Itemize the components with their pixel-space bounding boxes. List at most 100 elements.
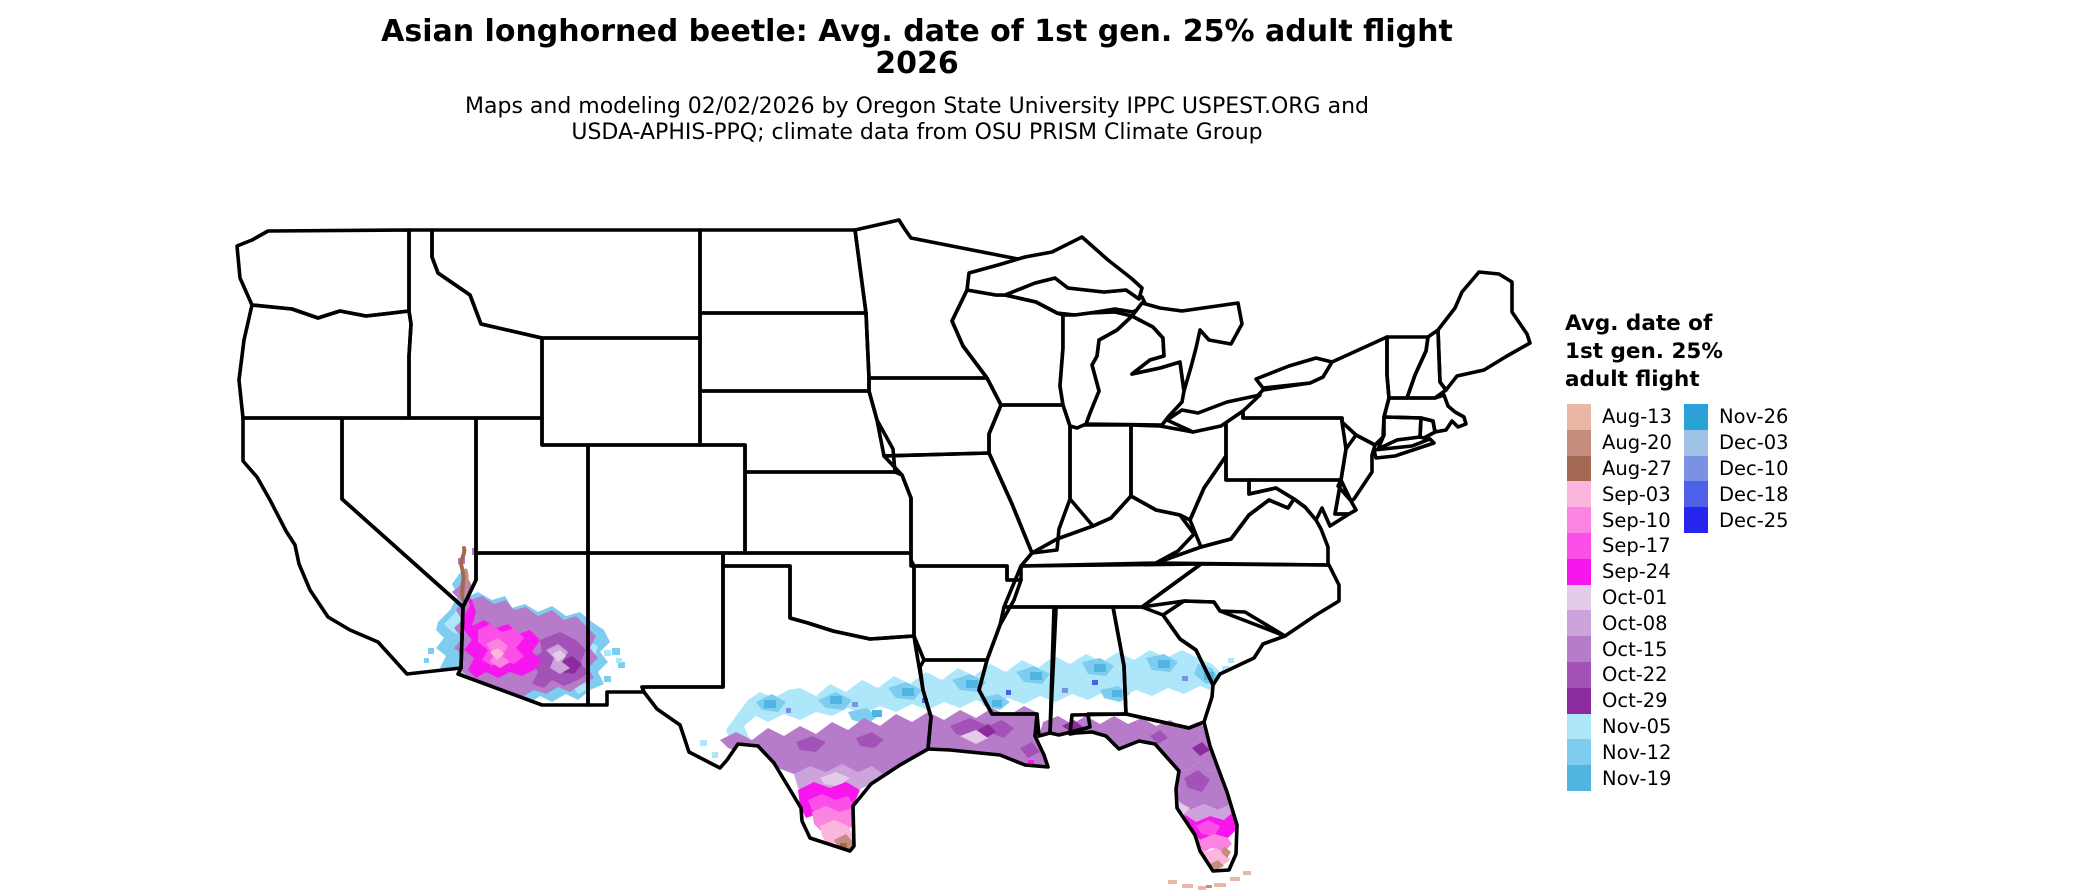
state-oregon bbox=[237, 303, 413, 420]
legend-swatch-dec-03 bbox=[1684, 429, 1708, 456]
legend-swatch-oct-01 bbox=[1567, 584, 1591, 611]
state-colorado bbox=[586, 443, 747, 555]
state-new-jersey bbox=[1336, 433, 1377, 503]
legend-swatch-dec-18 bbox=[1684, 481, 1708, 508]
legend-row: Sep-10 bbox=[1567, 507, 1672, 533]
keys-dash-dark bbox=[1206, 885, 1212, 888]
legend-label: Dec-25 bbox=[1719, 508, 1789, 532]
state-illinois bbox=[987, 403, 1072, 555]
state-vermont bbox=[1385, 335, 1430, 400]
legend-label: Sep-10 bbox=[1602, 508, 1671, 532]
legend-title-line3: adult flight bbox=[1565, 367, 1700, 392]
legend-row: Nov-26 bbox=[1684, 404, 1789, 430]
legend-row: Dec-18 bbox=[1684, 481, 1789, 508]
legend-swatch-oct-22 bbox=[1567, 661, 1591, 688]
overlay-fl-palelavender bbox=[1176, 802, 1190, 814]
legend-label: Oct-15 bbox=[1602, 637, 1668, 661]
overlay-sw-river-tan bbox=[464, 568, 469, 600]
map-subtitle-line2: USDA-APHIS-PPQ; climate data from OSU PR… bbox=[571, 120, 1263, 145]
legend-label: Nov-26 bbox=[1719, 405, 1789, 429]
state-idaho bbox=[407, 228, 544, 420]
legend-label: Nov-12 bbox=[1602, 740, 1672, 764]
legend-row: Sep-24 bbox=[1567, 558, 1672, 585]
legend-row: Sep-17 bbox=[1567, 532, 1672, 559]
legend-label: Oct-08 bbox=[1602, 611, 1668, 635]
legend-swatch-nov-26 bbox=[1684, 404, 1708, 430]
legend-label: Sep-03 bbox=[1602, 482, 1671, 506]
overlay-gulf-blue-specks2 bbox=[922, 680, 1098, 703]
state-massachusetts bbox=[1382, 393, 1468, 434]
legend-label: Nov-05 bbox=[1602, 714, 1672, 738]
legend-swatch-nov-12 bbox=[1567, 739, 1591, 766]
legend-row: Dec-03 bbox=[1684, 429, 1789, 456]
overlay-florida-keys bbox=[1168, 871, 1251, 890]
legend-label: Nov-19 bbox=[1602, 766, 1672, 790]
state-maine bbox=[1436, 270, 1532, 392]
great-lakes bbox=[965, 235, 1334, 434]
state-new-mexico bbox=[586, 551, 725, 707]
overlay-la-lavender bbox=[960, 730, 988, 744]
legend-label: Dec-03 bbox=[1719, 431, 1789, 455]
state-west-virginia bbox=[1188, 454, 1296, 549]
lake-huron bbox=[1130, 301, 1244, 393]
map-subtitle: Maps and modeling 02/02/2026 by Oregon S… bbox=[0, 94, 1834, 146]
legend-swatch-sep-10 bbox=[1567, 507, 1591, 533]
legend-row: Oct-15 bbox=[1567, 636, 1672, 662]
state-south-dakota bbox=[698, 311, 871, 393]
overlay-southwest bbox=[424, 546, 625, 706]
overlay-south-texas bbox=[794, 764, 884, 850]
overlay-sw-palelavender bbox=[552, 650, 566, 662]
legend-column-1: Aug-13 Aug-20 Aug-27 Sep-03 Sep-10 Sep-17 Sep-… bbox=[1567, 404, 1672, 791]
legend-swatch-oct-08 bbox=[1567, 610, 1591, 637]
state-virginia bbox=[1154, 497, 1330, 567]
overlay-fl-lavender bbox=[1178, 800, 1233, 822]
overlay-gulf-cyan bbox=[604, 650, 1234, 758]
legend-row: Nov-12 bbox=[1567, 739, 1672, 766]
lake-erie bbox=[1165, 393, 1262, 434]
state-north-carolina bbox=[1140, 562, 1341, 638]
state-minnesota bbox=[853, 218, 1025, 380]
legend-title-line1: Avg. date of bbox=[1565, 311, 1713, 336]
legend-swatch-nov-19 bbox=[1567, 765, 1591, 791]
legend-swatch-dec-25 bbox=[1684, 507, 1708, 533]
keys-dashes bbox=[1168, 871, 1251, 890]
map-title-line1: Asian longhorned beetle: Avg. date of 1s… bbox=[381, 14, 1453, 49]
legend-row: Oct-01 bbox=[1567, 584, 1672, 611]
legend-swatch-sep-17 bbox=[1567, 532, 1591, 559]
legend-row: Nov-19 bbox=[1567, 765, 1672, 791]
state-arkansas bbox=[912, 564, 1023, 662]
legend-row: Aug-27 bbox=[1567, 455, 1672, 482]
model-overlay bbox=[424, 546, 1236, 870]
state-kansas bbox=[743, 470, 913, 555]
legend-label: Sep-24 bbox=[1602, 560, 1671, 584]
legend-swatch-aug-27 bbox=[1567, 455, 1591, 482]
state-florida bbox=[1068, 712, 1239, 873]
state-utah bbox=[474, 416, 590, 555]
state-new-york bbox=[1241, 335, 1391, 447]
overlay-fl-tan bbox=[1196, 846, 1231, 870]
legend-label: Aug-27 bbox=[1602, 456, 1672, 480]
legend-swatch-oct-15 bbox=[1567, 636, 1591, 662]
legend-swatch-sep-24 bbox=[1567, 558, 1591, 585]
legend-column-2: Nov-26 Dec-03 Dec-10 Dec-18 Dec-25 bbox=[1684, 404, 1789, 533]
legend-row: Sep-03 bbox=[1567, 481, 1672, 508]
legend-title-line2: 1st gen. 25% bbox=[1565, 339, 1723, 364]
legend-row: Dec-10 bbox=[1684, 455, 1789, 482]
state-indiana bbox=[1068, 423, 1133, 528]
overlay-tx-palelavender bbox=[820, 772, 850, 786]
legend-row: Oct-22 bbox=[1567, 661, 1672, 688]
overlay-fl-magenta2 bbox=[1196, 820, 1220, 836]
state-texas bbox=[640, 564, 933, 853]
legend-row: Aug-13 bbox=[1567, 404, 1672, 430]
legend-row: Dec-25 bbox=[1684, 507, 1789, 533]
overlay-gulf-band bbox=[604, 650, 1234, 758]
legend-swatch-dec-10 bbox=[1684, 455, 1708, 482]
map-title-line2: 2026 bbox=[875, 46, 959, 81]
overlay-sw-river-brown bbox=[459, 546, 467, 602]
legend-label: Aug-20 bbox=[1602, 431, 1672, 455]
legend-swatch-aug-13 bbox=[1567, 404, 1591, 430]
legend-label: Aug-13 bbox=[1602, 405, 1672, 429]
map-subtitle-line1: Maps and modeling 02/02/2026 by Oregon S… bbox=[465, 94, 1369, 119]
